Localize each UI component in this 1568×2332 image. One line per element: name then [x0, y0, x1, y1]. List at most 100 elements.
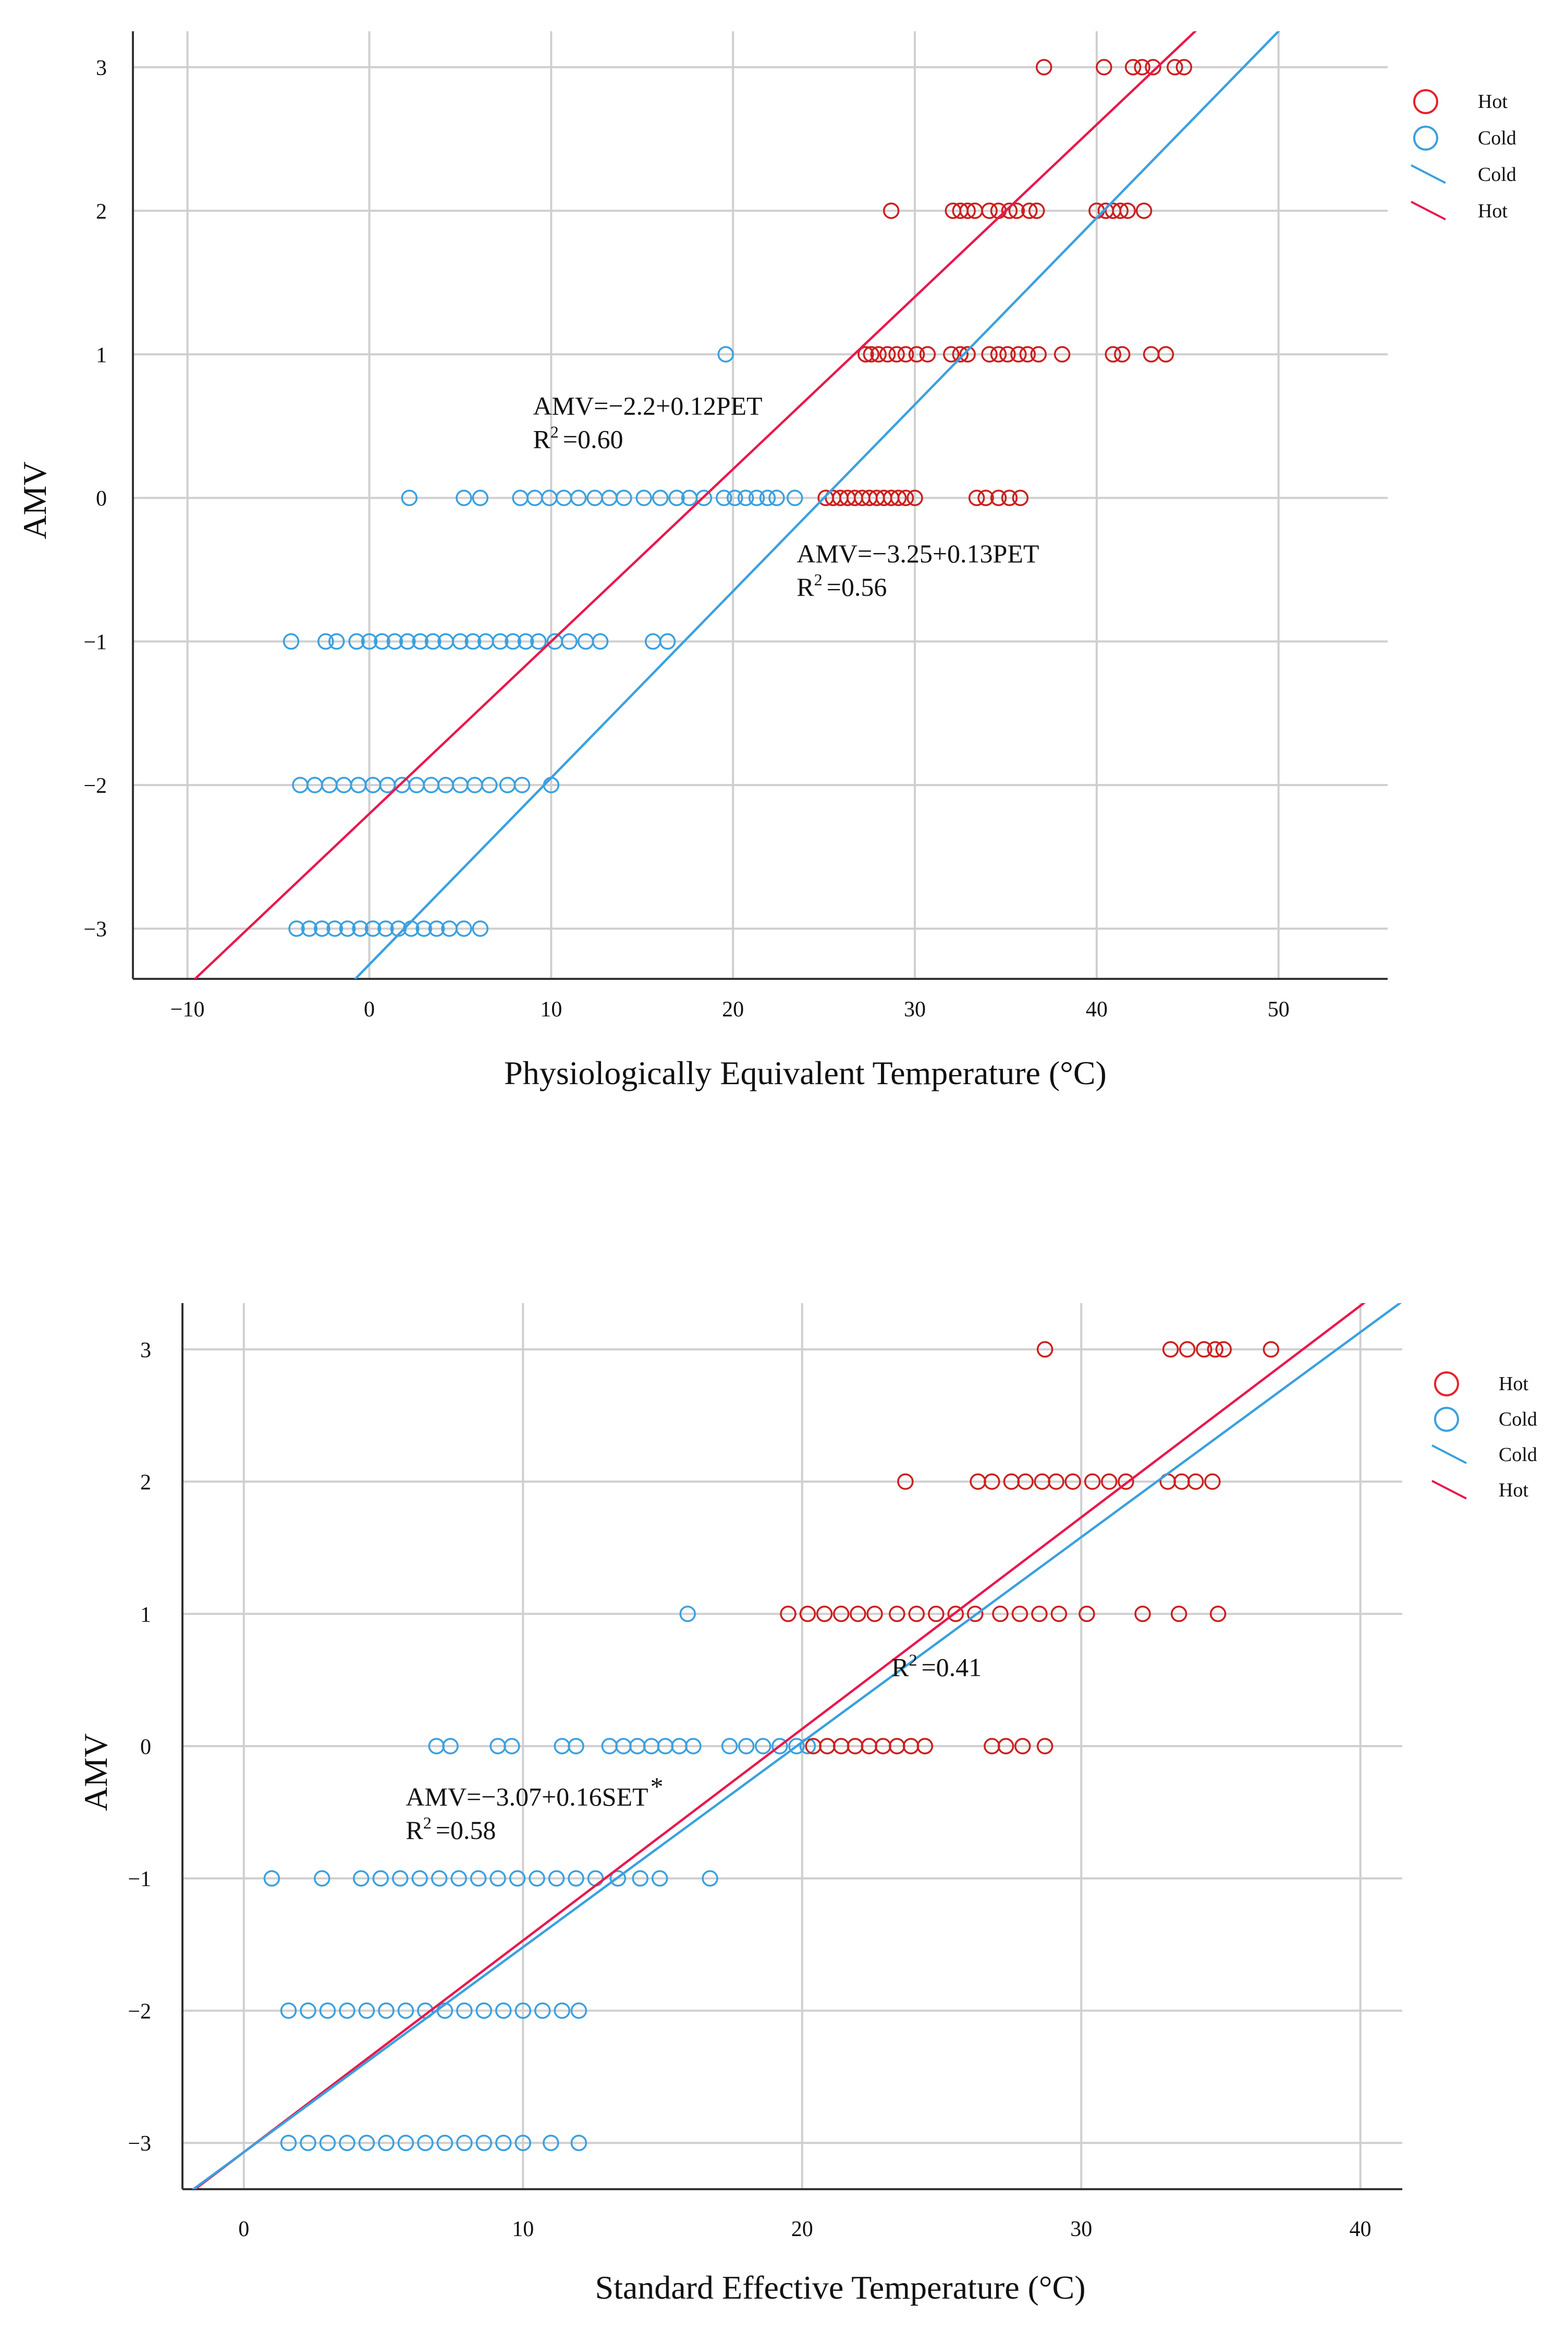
data-point-cold [456, 2134, 473, 2151]
data-point-hot [1048, 1473, 1064, 1490]
data-point-cold [314, 920, 330, 937]
data-point-cold [339, 2002, 356, 2019]
data-point-hot [832, 1605, 850, 1623]
data-point-cold [300, 2134, 316, 2151]
data-point-cold [570, 2002, 587, 2019]
data-point-cold [726, 489, 743, 506]
data-point-hot [879, 346, 896, 363]
data-point-cold [715, 489, 732, 506]
data-point-hot [1019, 346, 1036, 363]
y-tick-label: −1 [83, 631, 107, 655]
data-point-hot [897, 489, 914, 506]
data-point-hot [981, 202, 998, 219]
legend-label: Cold [1499, 1408, 1537, 1430]
fit-line-cold [353, 31, 1280, 979]
x-tick-label: 40 [1350, 2217, 1371, 2241]
x-tick-label: 0 [238, 2217, 249, 2241]
data-point-hot [890, 489, 907, 506]
data-point-hot [1084, 1473, 1101, 1490]
data-point-cold [554, 2002, 570, 2019]
data-point-cold [339, 920, 356, 937]
data-point-cold [635, 489, 652, 506]
y-tick-label: 0 [96, 487, 107, 511]
data-point-cold [721, 1738, 738, 1754]
data-point-cold [352, 1870, 370, 1887]
y-tick-label: 2 [140, 1471, 151, 1495]
data-point-cold [702, 1870, 718, 1887]
data-point-cold [495, 2134, 512, 2151]
data-point-hot [816, 1605, 833, 1623]
legend-label: Cold [1478, 127, 1516, 149]
data-point-cold [788, 1738, 805, 1754]
data-point-hot [992, 1605, 1009, 1623]
data-point-cold [737, 489, 754, 506]
data-point-cold [651, 1870, 668, 1887]
series-cold [283, 346, 803, 937]
legend-line-hot [1411, 201, 1446, 220]
data-point-cold [358, 2134, 375, 2151]
series-cold [263, 1605, 816, 2151]
data-point-cold [659, 633, 676, 650]
data-point-cold [374, 633, 390, 650]
data-point-hot [883, 202, 900, 219]
data-point-hot [959, 202, 976, 219]
data-point-cold [456, 920, 472, 937]
data-point-hot [1008, 202, 1025, 219]
data-point-cold [280, 2002, 297, 2019]
data-point-cold [530, 633, 547, 650]
data-point-hot [1215, 1341, 1232, 1358]
series-hot [817, 59, 1193, 506]
data-point-cold [685, 1738, 702, 1754]
legend-marker-cold [1434, 1407, 1459, 1432]
data-point-hot [1014, 1738, 1031, 1754]
legend-label: Hot [1499, 1479, 1528, 1501]
data-point-cold [358, 2002, 375, 2019]
data-point-hot [1079, 1605, 1095, 1623]
data-point-cold [442, 1738, 459, 1754]
fit-lines [191, 1303, 1402, 2189]
data-point-hot [1096, 59, 1112, 76]
data-point-cold [755, 1738, 771, 1754]
fit-line-cold [191, 1303, 1402, 2189]
legend-marker-hot [1434, 1371, 1459, 1396]
data-point-hot [1050, 1605, 1068, 1623]
data-point-cold [514, 2002, 532, 2019]
data-point-cold [529, 1870, 545, 1887]
data-point-hot [984, 1473, 1000, 1490]
data-point-cold [609, 1870, 627, 1887]
data-point-hot [1021, 202, 1038, 219]
data-point-hot [928, 1605, 945, 1623]
x-axis-title: Physiologically Equivalent Temperature (… [504, 1054, 1107, 1091]
data-point-cold [456, 2002, 473, 2019]
data-point-hot [977, 489, 994, 506]
data-point-hot [1036, 1341, 1054, 1358]
data-point-hot [1175, 59, 1193, 76]
legend-label: Hot [1478, 200, 1508, 222]
data-point-hot [1001, 202, 1018, 219]
data-point-cold [464, 633, 482, 650]
data-point-cold [548, 1870, 565, 1887]
y-tick-label: 1 [96, 343, 107, 367]
data-point-hot [1170, 1605, 1187, 1623]
data-point-hot [1030, 346, 1047, 363]
data-point-hot [1157, 346, 1174, 363]
data-point-hot [1145, 59, 1161, 76]
data-point-hot [966, 1605, 984, 1623]
r-squared-value: =0.41 [921, 1653, 982, 1682]
data-point-cold [504, 1738, 520, 1754]
data-point-hot [1119, 202, 1136, 219]
data-point-cold [319, 2002, 336, 2019]
data-point-hot [1124, 59, 1142, 76]
data-point-cold [415, 920, 432, 937]
r-squared-label: R2 =0.41 [891, 1651, 982, 1682]
fit-line-hot [193, 1303, 1366, 2189]
data-point-cold [431, 1870, 448, 1887]
data-point-cold [616, 489, 632, 506]
data-point-cold [450, 1870, 467, 1887]
data-point-cold [352, 920, 369, 937]
equation-label: AMV=−2.2+0.12PET [533, 391, 762, 420]
x-tick-label: 40 [1086, 998, 1108, 1022]
r-squared-label: R2 =0.56 [797, 570, 887, 602]
data-point-cold [378, 2002, 395, 2019]
data-point-cold [386, 633, 403, 650]
